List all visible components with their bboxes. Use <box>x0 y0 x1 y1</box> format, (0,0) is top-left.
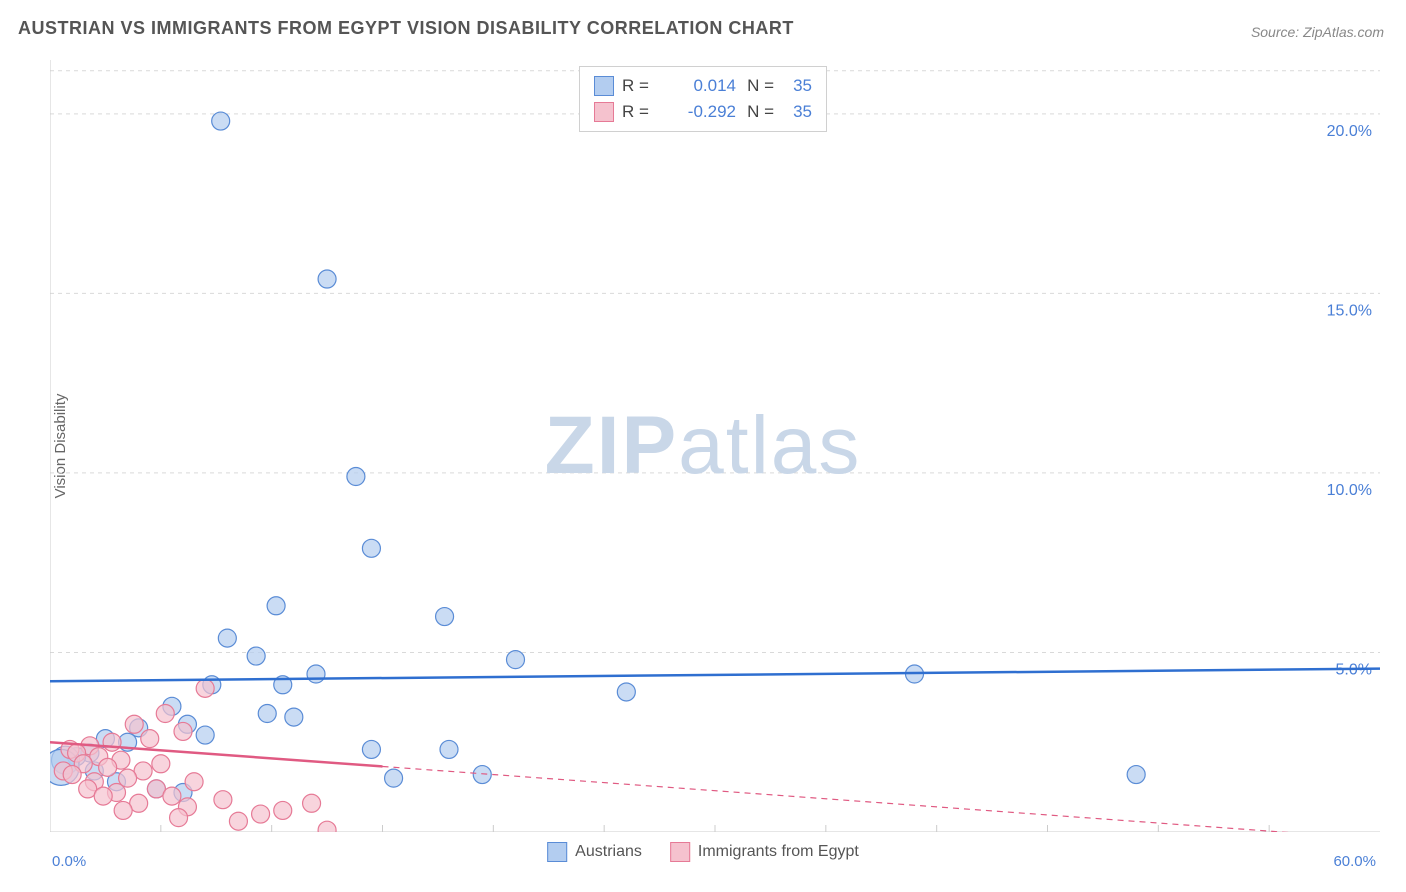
legend-swatch <box>594 102 614 122</box>
data-point <box>362 740 380 758</box>
data-point <box>473 766 491 784</box>
series-legend-item: Austrians <box>547 842 642 862</box>
n-value: 35 <box>782 102 812 122</box>
legend-swatch <box>594 76 614 96</box>
legend-row: R = -0.292 N = 35 <box>594 99 812 125</box>
data-point <box>125 715 143 733</box>
source-name: ZipAtlas.com <box>1303 24 1384 40</box>
series-legend-item: Immigrants from Egypt <box>670 842 859 862</box>
data-point <box>99 758 117 776</box>
data-point <box>267 597 285 615</box>
data-point <box>440 740 458 758</box>
data-point <box>617 683 635 701</box>
r-value: 0.014 <box>666 76 736 96</box>
data-point <box>156 705 174 723</box>
legend-swatch <box>547 842 567 862</box>
data-point <box>214 791 232 809</box>
n-label: N = <box>744 102 774 122</box>
data-point <box>307 665 325 683</box>
data-point <box>347 468 365 486</box>
scatter-plot: 5.0%10.0%15.0%20.0% <box>50 60 1380 832</box>
r-value: -0.292 <box>666 102 736 122</box>
correlation-legend: R = 0.014 N = 35 R = -0.292 N = 35 <box>579 66 827 132</box>
x-axis-max-label: 60.0% <box>1333 853 1376 870</box>
data-point <box>247 647 265 665</box>
r-label: R = <box>622 102 658 122</box>
data-point <box>185 773 203 791</box>
series-legend: Austrians Immigrants from Egypt <box>547 842 859 862</box>
series-label: Immigrants from Egypt <box>698 843 859 861</box>
series-label: Austrians <box>575 843 642 861</box>
data-point <box>274 801 292 819</box>
y-tick-label: 15.0% <box>1327 302 1372 319</box>
r-label: R = <box>622 76 658 96</box>
source-attribution: Source: ZipAtlas.com <box>1251 24 1384 40</box>
chart-container: AUSTRIAN VS IMMIGRANTS FROM EGYPT VISION… <box>0 0 1406 892</box>
data-point <box>196 726 214 744</box>
source-prefix: Source: <box>1251 24 1303 40</box>
data-point <box>141 730 159 748</box>
data-point <box>258 705 276 723</box>
data-point <box>229 812 247 830</box>
data-point <box>252 805 270 823</box>
data-point <box>63 766 81 784</box>
data-point <box>385 769 403 787</box>
x-axis-origin-label: 0.0% <box>52 853 86 870</box>
legend-swatch <box>670 842 690 862</box>
data-point <box>103 733 121 751</box>
data-point <box>436 608 454 626</box>
data-point <box>318 821 336 832</box>
n-value: 35 <box>782 76 812 96</box>
data-point <box>303 794 321 812</box>
data-point <box>174 722 192 740</box>
chart-title: AUSTRIAN VS IMMIGRANTS FROM EGYPT VISION… <box>18 18 794 39</box>
data-point <box>163 787 181 805</box>
data-point <box>362 539 380 557</box>
data-point <box>196 679 214 697</box>
data-point <box>170 809 188 827</box>
data-point <box>212 112 230 130</box>
data-point <box>218 629 236 647</box>
data-point <box>318 270 336 288</box>
n-label: N = <box>744 76 774 96</box>
data-point <box>507 651 525 669</box>
data-point <box>114 801 132 819</box>
data-point <box>94 787 112 805</box>
legend-row: R = 0.014 N = 35 <box>594 73 812 99</box>
data-point <box>152 755 170 773</box>
y-tick-label: 20.0% <box>1327 123 1372 140</box>
data-point <box>1127 766 1145 784</box>
data-point <box>285 708 303 726</box>
y-tick-label: 10.0% <box>1327 482 1372 499</box>
